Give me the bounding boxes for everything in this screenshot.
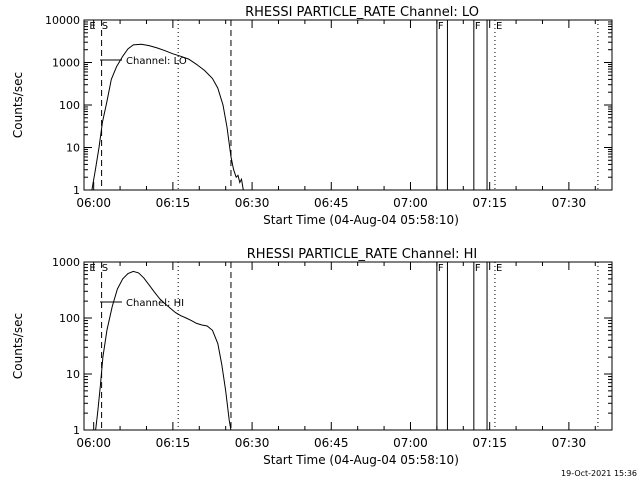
y-axis-label: Counts/sec bbox=[11, 72, 25, 138]
y-tick-label: 1000 bbox=[52, 256, 80, 269]
y-tick-label: 1 bbox=[73, 184, 80, 197]
x-tick-label: 07:15 bbox=[472, 196, 507, 210]
x-tick-label: 07:30 bbox=[552, 196, 587, 210]
y-tick-label: 1 bbox=[73, 424, 80, 437]
series-line bbox=[95, 270, 232, 430]
x-tick-label: 06:30 bbox=[235, 196, 270, 210]
plot-frame bbox=[83, 261, 613, 431]
flag-label: E bbox=[89, 263, 95, 274]
flag-label: E bbox=[89, 21, 95, 32]
y-tick-label: 10000 bbox=[45, 14, 80, 27]
flag-label: F bbox=[438, 263, 444, 274]
chart-panel-lo: RHESSI PARTICLE_RATE Channel: LO Counts/s… bbox=[11, 5, 613, 227]
y-tick-label: 100 bbox=[59, 312, 80, 325]
x-tick-label: 06:45 bbox=[314, 196, 349, 210]
chart-title: RHESSI PARTICLE_RATE Channel: LO bbox=[245, 5, 479, 20]
x-tick-label: 07:15 bbox=[472, 436, 507, 450]
y-axis-label: Counts/sec bbox=[11, 313, 25, 379]
flag-label: F bbox=[475, 21, 481, 32]
x-tick-label: 06:15 bbox=[156, 436, 191, 450]
flag-label: E bbox=[496, 263, 502, 274]
y-tick-label: 10 bbox=[66, 368, 80, 381]
x-tick-label: 06:00 bbox=[76, 436, 111, 450]
legend-label: Channel: HI bbox=[126, 298, 184, 309]
x-tick-label: 06:00 bbox=[76, 196, 111, 210]
flag-label: F bbox=[475, 263, 481, 274]
y-tick-label: 1000 bbox=[52, 57, 80, 70]
flag-label: S bbox=[102, 263, 108, 274]
plot-frame bbox=[83, 19, 613, 191]
footer-timestamp: 19-Oct-2021 15:36 bbox=[561, 469, 637, 478]
x-axis-label: Start Time (04-Aug-04 05:58:10) bbox=[263, 453, 459, 467]
chart-panel-hi: RHESSI PARTICLE_RATE Channel: HI Counts/s… bbox=[11, 247, 613, 467]
y-tick-label: 100 bbox=[59, 99, 80, 112]
chart-title: RHESSI PARTICLE_RATE Channel: HI bbox=[247, 247, 477, 262]
flag-label: E bbox=[496, 21, 502, 32]
x-tick-label: 07:00 bbox=[393, 196, 428, 210]
x-axis-label: Start Time (04-Aug-04 05:58:10) bbox=[263, 213, 459, 227]
y-tick-label: 10 bbox=[66, 142, 80, 155]
x-tick-label: 06:45 bbox=[314, 436, 349, 450]
x-tick-label: 07:00 bbox=[393, 436, 428, 450]
legend-label: Channel: LO bbox=[126, 56, 187, 67]
series-line bbox=[91, 43, 244, 190]
x-tick-label: 06:15 bbox=[156, 196, 191, 210]
flag-label: F bbox=[438, 21, 444, 32]
x-tick-label: 06:30 bbox=[235, 436, 270, 450]
x-tick-label: 07:30 bbox=[552, 436, 587, 450]
flag-label: S bbox=[102, 21, 108, 32]
